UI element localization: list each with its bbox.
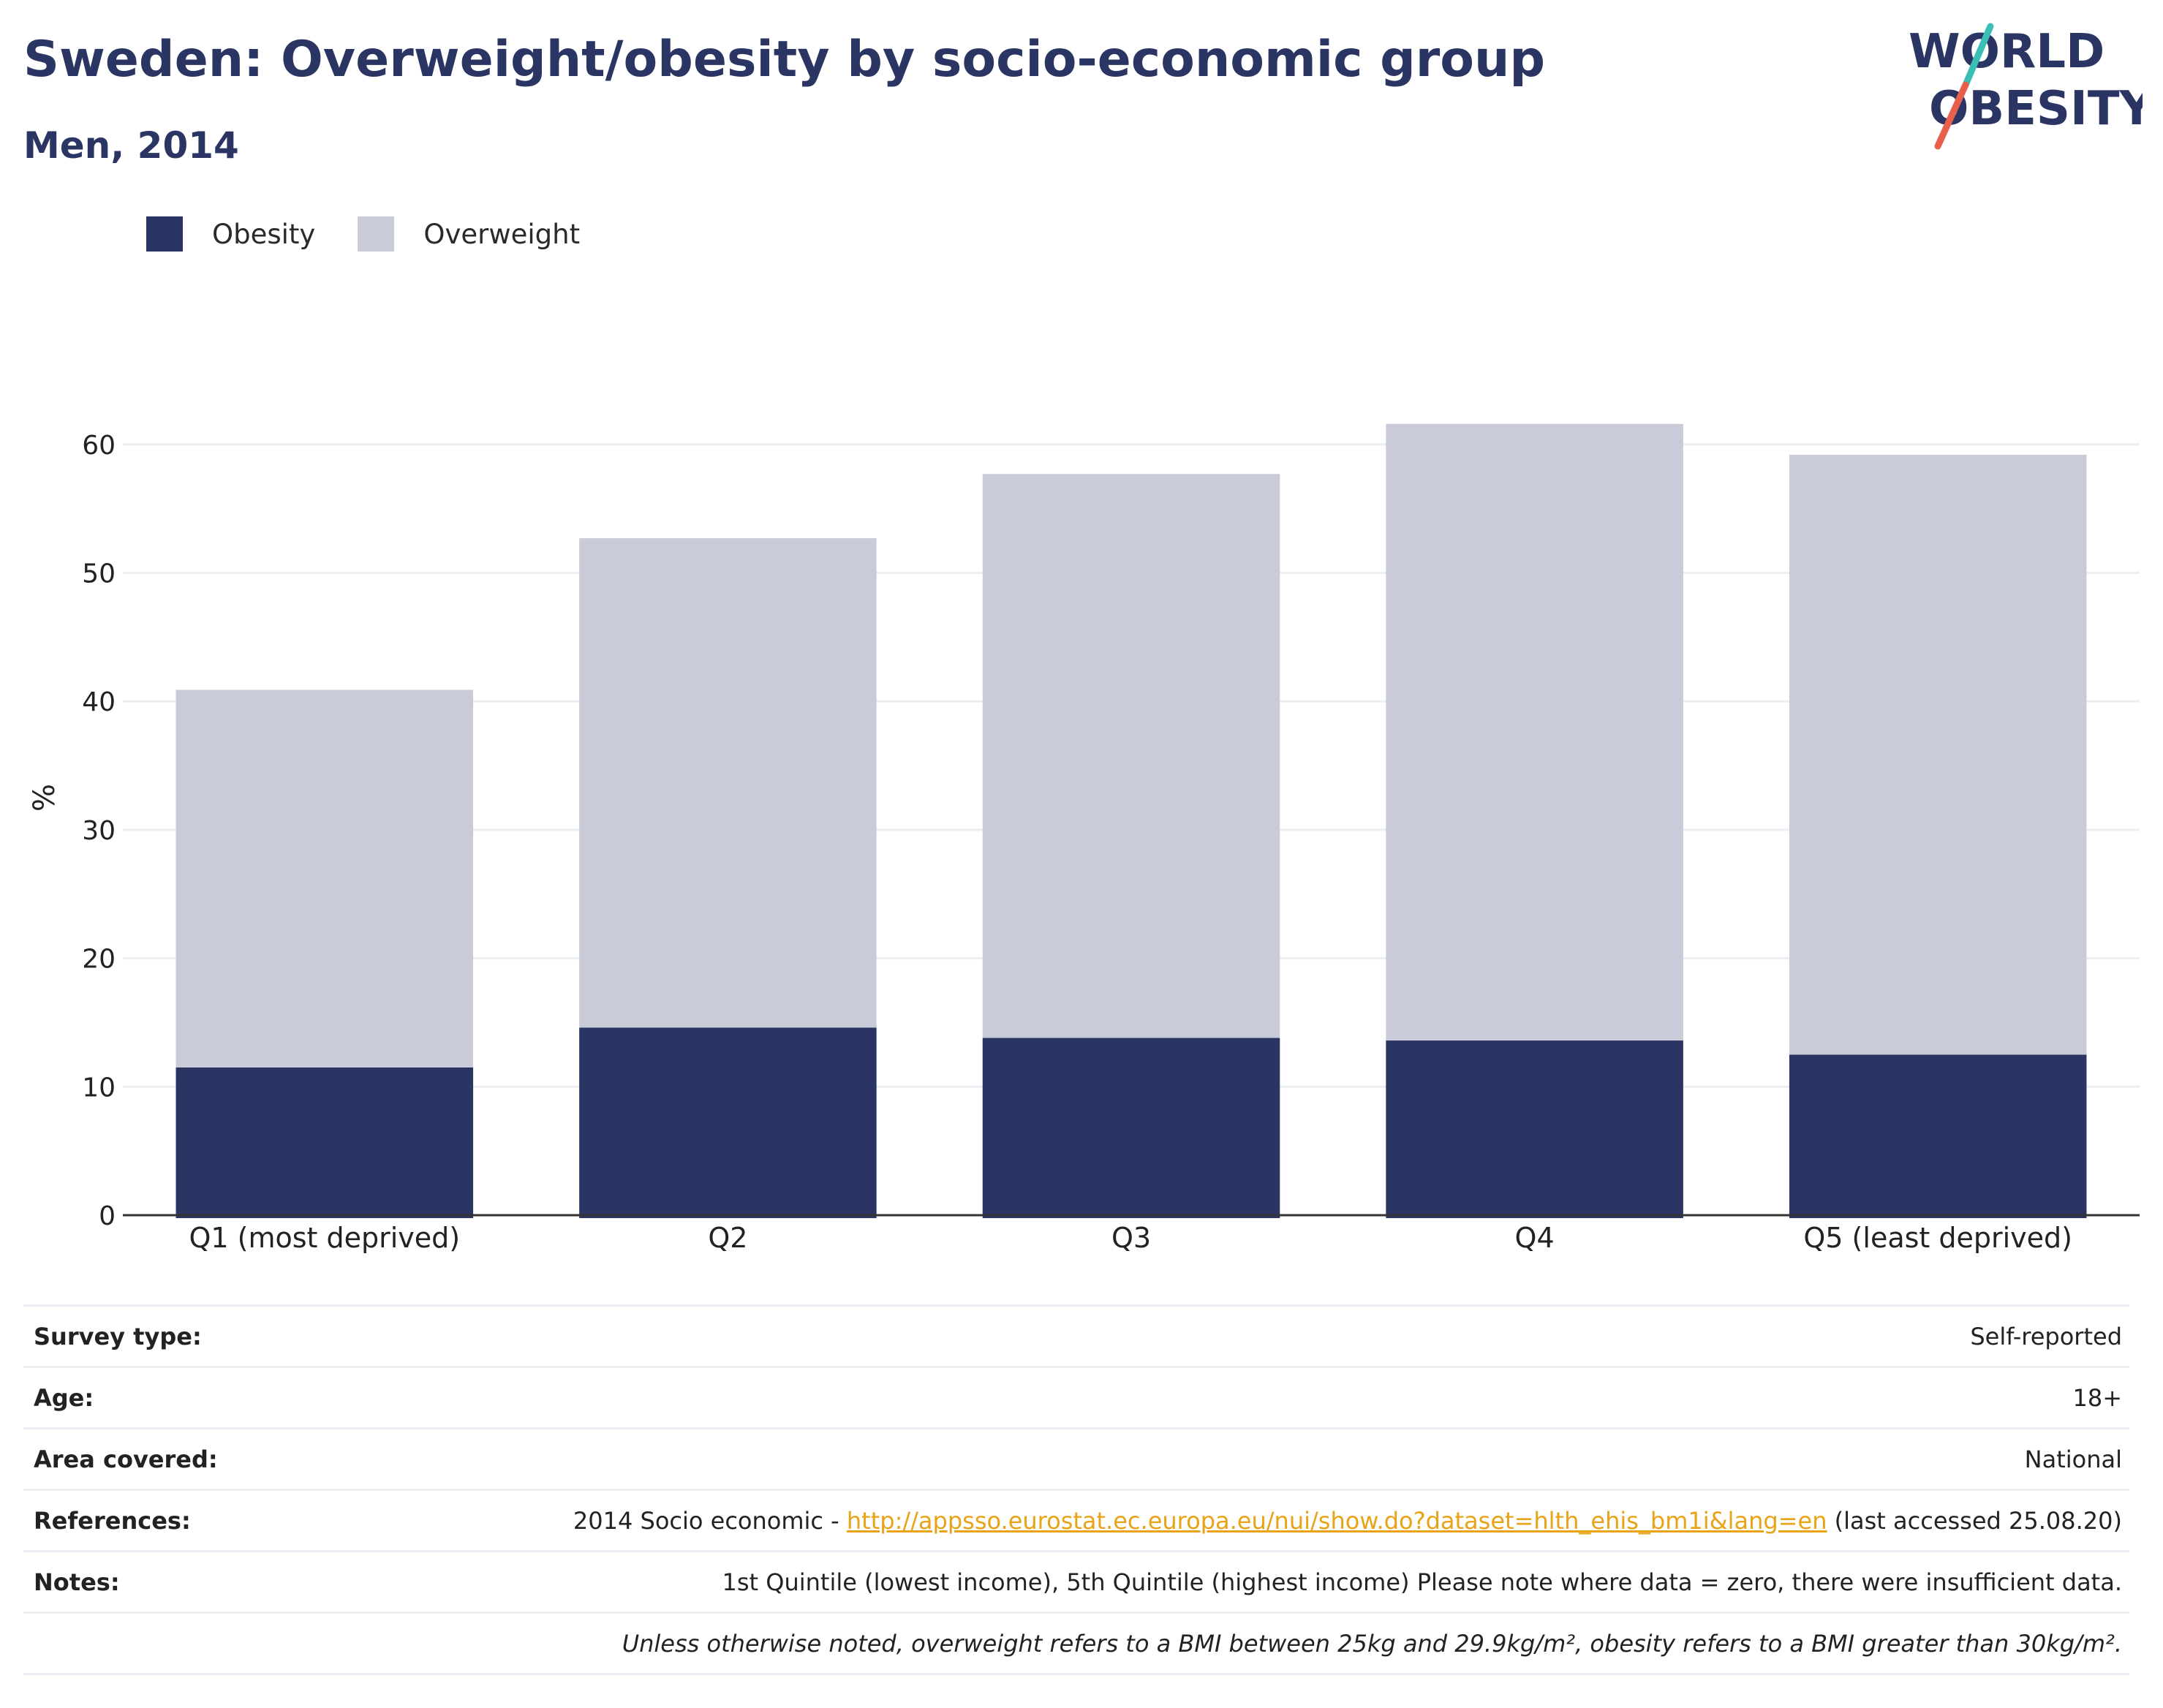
bar-overweight-5 (1789, 454, 2087, 1055)
references-prefix: 2014 Socio economic - (573, 1506, 847, 1535)
y-tick-label: 30 (82, 816, 116, 846)
area-label: Area covered: (34, 1445, 218, 1473)
references-suffix: (last accessed 25.08.20) (1827, 1506, 2122, 1535)
x-tick-label: Q2 (708, 1222, 747, 1254)
y-tick-label: 10 (82, 1073, 116, 1103)
page-title: Sweden: Overweight/obesity by socio-econ… (23, 31, 1546, 88)
bar-overweight-4 (1386, 423, 1683, 1041)
notes-value: 1st Quintile (lowest income), 5th Quinti… (722, 1568, 2123, 1596)
legend-label-overweight: Overweight (423, 218, 581, 250)
age-value: 18+ (2072, 1383, 2122, 1412)
legend-item-obesity[interactable]: Obesity (146, 216, 315, 252)
x-tick-label: Q3 (1111, 1222, 1151, 1254)
survey-type-value: Self-reported (1970, 1322, 2122, 1350)
y-axis-label: % (28, 784, 61, 812)
x-tick-label: Q4 (1515, 1222, 1555, 1254)
chart-legend: Obesity Overweight (146, 216, 622, 252)
bar-obesity-2 (579, 1027, 877, 1218)
y-tick-label: 40 (82, 687, 116, 717)
info-row-survey-type: Survey type: Self-reported (23, 1304, 2129, 1366)
bar-obesity-4 (1386, 1040, 1683, 1218)
bar-obesity-1 (175, 1067, 474, 1218)
info-row-area: Area covered: National (23, 1427, 2129, 1489)
age-label: Age: (34, 1383, 94, 1412)
legend-swatch-obesity (146, 216, 183, 252)
info-row-notes: Notes: 1st Quintile (lowest income), 5th… (23, 1550, 2129, 1611)
page-subtitle: Men, 2014 (23, 124, 239, 167)
notes-label: Notes: (34, 1568, 120, 1596)
bar-obesity-3 (982, 1038, 1280, 1218)
legend-label-obesity: Obesity (212, 218, 316, 250)
bar-overweight-3 (982, 474, 1280, 1038)
info-row-footnote: Unless otherwise noted, overweight refer… (23, 1611, 2129, 1675)
bar-overweight-1 (175, 689, 474, 1068)
bar-chart: 0 10 20 30 40 50 60% Q1 (most deprived) Q2 Q3 Q4 Q5… (28, 423, 2140, 1254)
x-tick-label: Q5 (least deprived) (1803, 1222, 2072, 1254)
x-tick-label: Q1 (most deprived) (189, 1222, 460, 1254)
references-label: References: (34, 1506, 191, 1535)
logo-slash-teal (1962, 23, 1994, 88)
y-tick-label: 0 (99, 1201, 116, 1231)
info-table: Survey type: Self-reported Age: 18+ Area… (23, 1304, 2129, 1675)
bar-overweight-2 (579, 538, 877, 1028)
y-tick-label: 20 (82, 945, 116, 975)
legend-item-overweight[interactable]: Overweight (358, 216, 580, 252)
info-row-age: Age: 18+ (23, 1366, 2129, 1427)
survey-type-label: Survey type: (34, 1322, 202, 1350)
footnote-text: Unless otherwise noted, overweight refer… (622, 1629, 2122, 1658)
references-value: 2014 Socio economic - http://appsso.euro… (573, 1507, 2129, 1535)
y-tick-label: 60 (82, 431, 116, 461)
y-tick-label: 50 (82, 559, 116, 589)
references-link[interactable]: http://appsso.eurostat.ec.europa.eu/nui/… (846, 1506, 1827, 1535)
area-value: National (2024, 1445, 2122, 1473)
logo-line1: WORLD (1909, 25, 2105, 79)
logo-slash-coral (1934, 81, 1969, 150)
info-row-references: References: 2014 Socio economic - http:/… (23, 1489, 2129, 1550)
world-obesity-logo: WORLD OBESITY (1909, 23, 2143, 150)
legend-swatch-overweight (358, 216, 395, 252)
bar-obesity-5 (1789, 1054, 2087, 1218)
